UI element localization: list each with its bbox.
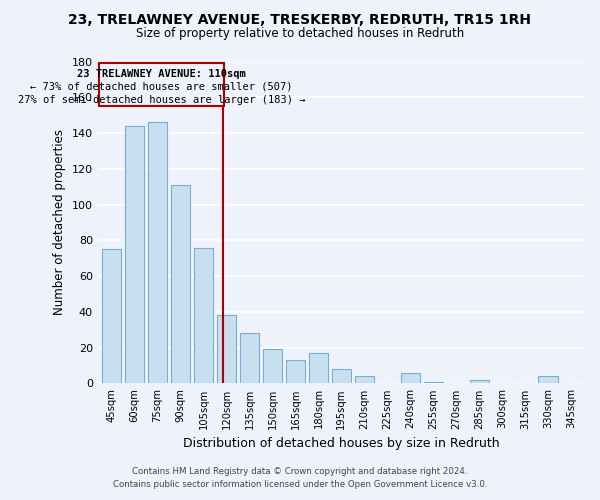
Y-axis label: Number of detached properties: Number of detached properties [53,130,66,316]
Text: 27% of semi-detached houses are larger (183) →: 27% of semi-detached houses are larger (… [18,95,305,105]
Bar [424,382,443,384]
Bar [171,185,190,384]
Bar [239,334,259,384]
Bar [470,380,489,384]
Bar [286,360,305,384]
X-axis label: Distribution of detached houses by size in Redruth: Distribution of detached houses by size … [183,437,500,450]
Bar [538,376,558,384]
Bar [102,250,121,384]
Bar [217,316,236,384]
Bar [401,372,420,384]
Text: ← 73% of detached houses are smaller (507): ← 73% of detached houses are smaller (50… [31,82,293,92]
Bar [332,369,351,384]
Bar [355,376,374,384]
Bar [125,126,144,384]
Text: Size of property relative to detached houses in Redruth: Size of property relative to detached ho… [136,28,464,40]
Bar [194,248,213,384]
Bar [263,350,282,384]
Text: Contains HM Land Registry data © Crown copyright and database right 2024.
Contai: Contains HM Land Registry data © Crown c… [113,468,487,489]
Bar [99,64,224,106]
Text: 23, TRELAWNEY AVENUE, TRESKERBY, REDRUTH, TR15 1RH: 23, TRELAWNEY AVENUE, TRESKERBY, REDRUTH… [68,12,532,26]
Bar [148,122,167,384]
Text: 23 TRELAWNEY AVENUE: 110sqm: 23 TRELAWNEY AVENUE: 110sqm [77,69,246,79]
Bar [308,353,328,384]
